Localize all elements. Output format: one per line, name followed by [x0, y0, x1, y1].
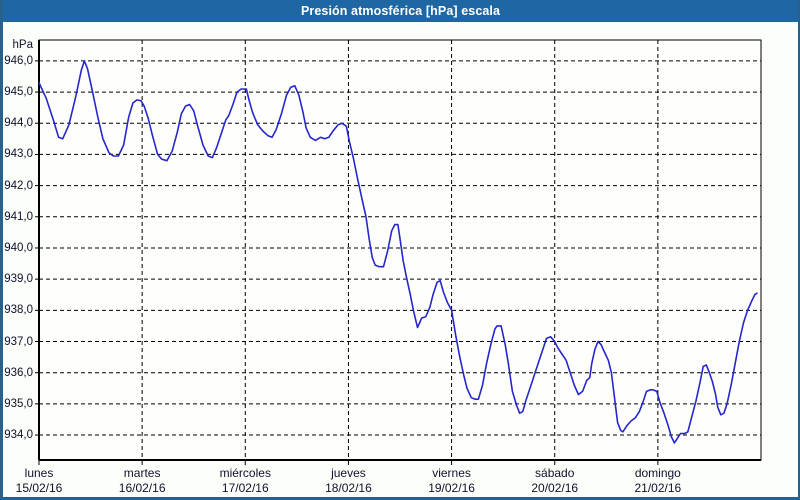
day-name: martes — [123, 466, 161, 480]
day-date: 16/02/16 — [118, 481, 166, 495]
day-name: viernes — [432, 466, 471, 480]
day-date: 15/02/16 — [15, 481, 63, 495]
day-date: 20/02/16 — [531, 481, 579, 495]
y-axis-label: 934,0 — [4, 429, 33, 442]
x-axis-day-label: miércoles 17/02/16 — [190, 466, 300, 496]
y-axis-unit-label: hPa — [12, 39, 33, 51]
y-axis-label: 940,0 — [4, 241, 33, 254]
day-name: sábado — [535, 466, 575, 480]
y-axis-label: 945,0 — [4, 86, 33, 99]
x-axis-day-label: domingo 21/02/16 — [603, 466, 713, 496]
chart-title: Presión atmosférica [hPa] escala — [300, 4, 501, 18]
day-name: lunes — [24, 466, 54, 480]
y-axis-label: 935,0 — [4, 397, 33, 410]
x-axis-day-label: viernes 19/02/16 — [397, 466, 507, 496]
chart-title-bar: Presión atmosférica [hPa] escala — [3, 0, 798, 22]
day-date: 17/02/16 — [221, 481, 269, 495]
y-axis-label: 936,0 — [4, 366, 33, 379]
day-name: miércoles — [219, 466, 271, 480]
x-axis-day-label: martes 16/02/16 — [87, 466, 197, 496]
chart-region: hPa 946,0 945,0 944,0 943,0 942,0 941,0 940,0 9… — [3, 22, 798, 497]
plot-background — [39, 40, 761, 460]
y-axis-label: 946,0 — [4, 54, 33, 67]
y-axis-label: 937,0 — [4, 335, 33, 348]
y-axis-label: 943,0 — [4, 148, 33, 161]
pressure-series-line — [38, 60, 758, 444]
x-axis-day-label: jueves 18/02/16 — [293, 466, 403, 496]
x-axis-day-label: sábado 20/02/16 — [500, 466, 610, 496]
y-axis-label: 944,0 — [4, 117, 33, 130]
x-axis-day-label: lunes 15/02/16 — [3, 466, 94, 496]
y-axis-label: 939,0 — [4, 273, 33, 286]
y-axis-label: 942,0 — [4, 179, 33, 192]
y-axis-label: 941,0 — [4, 210, 33, 223]
day-date: 19/02/16 — [428, 481, 475, 495]
pressure-line-chart — [35, 39, 762, 465]
y-axis-label: 938,0 — [4, 304, 33, 317]
day-date: 18/02/16 — [325, 481, 372, 495]
day-name: jueves — [331, 466, 366, 480]
day-date: 21/02/16 — [634, 481, 682, 495]
day-name: domingo — [634, 466, 681, 480]
